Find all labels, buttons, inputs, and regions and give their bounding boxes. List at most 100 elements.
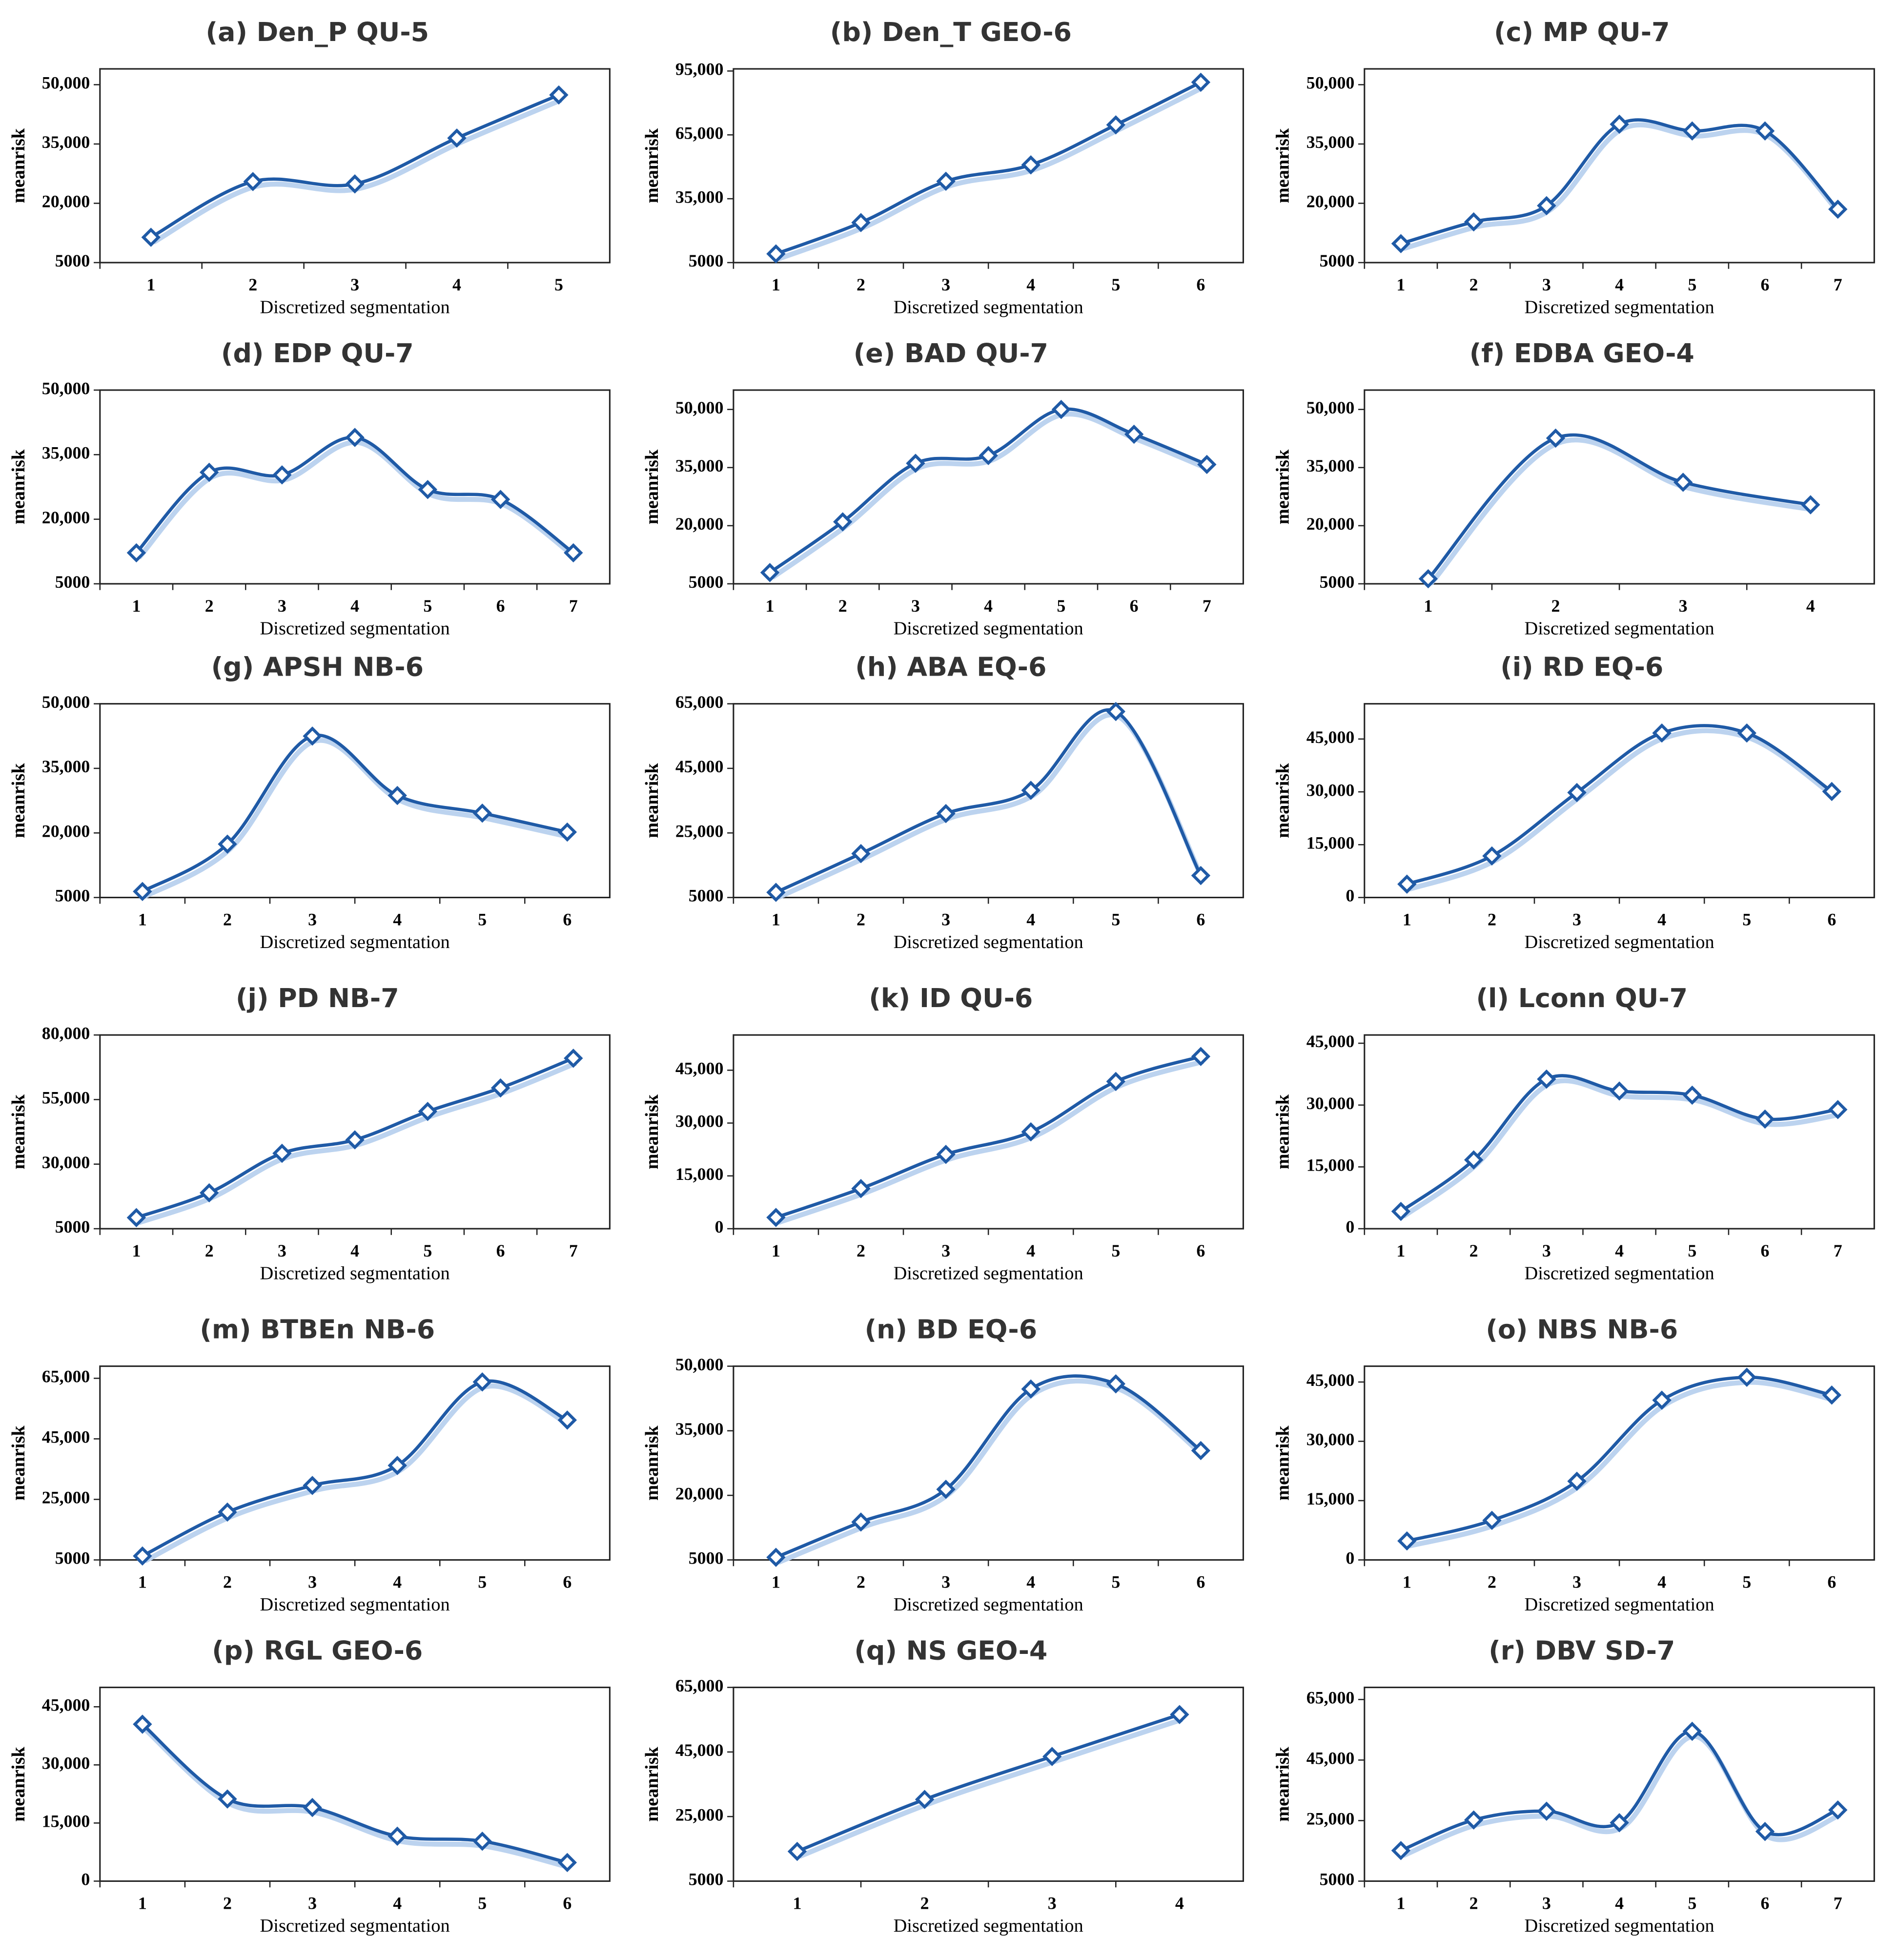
x-tick-label: 5 (1111, 909, 1120, 929)
y-tick-label: 45,000 (42, 1427, 90, 1447)
point-marker (388, 1826, 407, 1846)
chart-title: (k) ID QU-6 (869, 983, 1033, 1013)
panel: (m) BTBEn NB-6 5000 25,000 45,000 65,000 1 2 3 4… (8, 1314, 611, 1615)
y-axis-label: meanrisk (8, 449, 29, 524)
x-tick-label: 4 (1615, 275, 1624, 294)
point-marker (1106, 701, 1125, 722)
point-marker (851, 213, 871, 232)
x-tick-label: 2 (857, 275, 865, 294)
point-marker (199, 1183, 219, 1203)
y-tick-label: 55,000 (42, 1088, 90, 1108)
x-axis-label: Discretized segmentation (1525, 297, 1714, 317)
panel: (g) APSH NB-6 5000 20,000 35,000 50,000 1 2 3 4 5… (8, 652, 611, 952)
x-tick-label: 2 (205, 596, 214, 616)
x-axis-label: Discretized segmentation (1525, 932, 1714, 952)
x-tick-label: 1 (138, 1572, 147, 1591)
point-marker (126, 1208, 146, 1227)
point-marker (303, 726, 322, 746)
y-tick-label: 30,000 (42, 1153, 90, 1172)
series-line (796, 1712, 1180, 1853)
panel: (e) BAD QU-7 5000 20,000 35,000 50,000 1 2 3 4 5 6… (642, 338, 1244, 639)
point-marker (272, 1143, 292, 1163)
x-tick-label: 5 (423, 1241, 432, 1260)
y-tick-label: 50,000 (42, 692, 90, 712)
point-marker (1682, 1721, 1702, 1741)
y-axis-label: meanrisk (1273, 763, 1293, 838)
y-tick-label: 50,000 (1306, 73, 1355, 93)
point-marker (1755, 1109, 1775, 1129)
x-tick-label: 6 (563, 1572, 571, 1591)
chart-title: (d) EDP QU-7 (221, 338, 414, 369)
panel: (j) PD NB-7 5000 30,000 55,000 80,000 1 2 3 4 5 6 7… (8, 983, 611, 1284)
x-tick-label: 1 (1396, 275, 1405, 294)
x-tick-label: 5 (1688, 1241, 1696, 1260)
point-marker (303, 1476, 322, 1495)
point-marker (1682, 121, 1702, 141)
x-axis-label: Discretized segmentation (1525, 618, 1714, 639)
y-tick-label: 15,000 (42, 1812, 90, 1831)
point-marker (1042, 1747, 1062, 1766)
point-marker (1610, 1813, 1629, 1833)
chart-title: (l) Lconn QU-7 (1476, 983, 1688, 1013)
x-tick-label: 3 (941, 275, 950, 294)
y-tick-label: 35,000 (42, 757, 90, 776)
series-line (1427, 433, 1811, 580)
x-tick-label: 6 (1196, 1572, 1205, 1591)
point-marker (218, 1502, 237, 1522)
x-tick-label: 3 (941, 909, 950, 929)
y-tick-label: 45,000 (42, 1695, 90, 1714)
x-tick-label: 1 (1403, 909, 1411, 929)
x-tick-label: 2 (857, 1572, 865, 1591)
x-tick-label: 4 (393, 1893, 402, 1913)
line-shadow (137, 440, 577, 560)
series-line (1406, 724, 1833, 886)
y-tick-label: 65,000 (675, 1676, 724, 1695)
y-tick-label: 0 (714, 1217, 723, 1237)
y-tick-label: 25,000 (675, 1805, 724, 1824)
x-tick-label: 7 (1834, 1241, 1842, 1260)
x-tick-label: 4 (452, 275, 461, 294)
y-tick-label: 5000 (55, 1548, 90, 1568)
point-marker (1537, 196, 1556, 216)
x-tick-label: 1 (1403, 1572, 1411, 1591)
point-marker (1682, 1085, 1702, 1105)
point-marker (418, 480, 438, 499)
x-tick-label: 4 (984, 596, 993, 616)
y-axis-label: meanrisk (8, 1094, 29, 1169)
x-tick-label: 6 (496, 1241, 505, 1260)
point-marker (1397, 874, 1417, 894)
y-tick-label: 45,000 (675, 1740, 724, 1760)
x-tick-label: 2 (1469, 1241, 1478, 1260)
x-tick-label: 5 (1111, 275, 1120, 294)
x-tick-label: 2 (223, 909, 232, 929)
point-marker (1828, 1800, 1848, 1820)
point-marker (418, 1102, 438, 1121)
point-marker (1828, 1100, 1848, 1119)
x-tick-label: 3 (308, 1572, 317, 1591)
x-tick-label: 5 (478, 1572, 487, 1591)
chart-title: (b) Den_T GEO-6 (830, 17, 1072, 47)
panel: (h) ABA EQ-6 5000 25,000 45,000 65,000 1 2 3 4 5 6… (642, 652, 1244, 952)
chart-title: (r) DBV SD-7 (1489, 1635, 1675, 1666)
y-tick-label: 50,000 (675, 398, 724, 417)
y-tick-label: 35,000 (675, 456, 724, 475)
point-marker (787, 1841, 807, 1861)
x-axis-label: Discretized segmentation (894, 1916, 1083, 1936)
panel: (r) DBV SD-7 5000 25,000 45,000 65,000 1 2 3 4 5 6… (1273, 1635, 1875, 1936)
point-marker (1191, 72, 1211, 92)
series-line (775, 81, 1202, 256)
y-tick-label: 5000 (689, 1870, 724, 1889)
x-tick-label: 4 (393, 1572, 402, 1591)
point-marker (472, 1831, 492, 1851)
point-marker (133, 1546, 152, 1566)
x-tick-label: 5 (554, 275, 563, 294)
line-shadow (143, 1383, 571, 1564)
x-tick-label: 3 (1542, 275, 1551, 294)
y-tick-label: 30,000 (1306, 1093, 1355, 1113)
point-marker (1391, 1841, 1411, 1860)
point-marker (1397, 1531, 1417, 1551)
x-tick-label: 2 (1551, 596, 1560, 616)
x-tick-label: 4 (1026, 275, 1035, 294)
x-tick-label: 5 (1688, 275, 1696, 294)
